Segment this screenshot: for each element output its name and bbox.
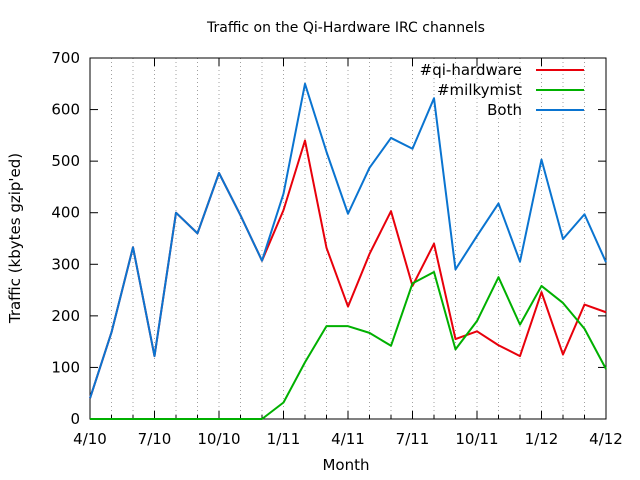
x-tick-label: 7/10 bbox=[138, 430, 172, 448]
y-tick-label: 600 bbox=[51, 101, 80, 119]
y-tick-label: 0 bbox=[70, 410, 80, 428]
x-tick-label: 4/12 bbox=[589, 430, 623, 448]
y-axis-ticks: 0 100 200 300 400 500 600 700 bbox=[51, 49, 606, 428]
legend-label: #qi-hardware bbox=[420, 61, 522, 79]
y-axis-label: Traffic (kbytes gzip'ed) bbox=[6, 153, 24, 324]
y-tick-label: 700 bbox=[51, 49, 80, 67]
legend-label: #milkymist bbox=[437, 81, 522, 99]
x-tick-label: 4/10 bbox=[73, 430, 107, 448]
vertical-gridlines bbox=[111, 58, 585, 419]
x-axis-ticks: 4/10 7/10 10/10 1/11 4/11 7/11 10/11 1/12 4/12 bbox=[73, 58, 623, 448]
series-line-milkymist bbox=[90, 271, 607, 420]
legend-label: Both bbox=[487, 101, 522, 119]
x-tick-label: 1/11 bbox=[267, 430, 301, 448]
chart-title: Traffic on the Qi-Hardware IRC channels bbox=[206, 20, 485, 36]
legend: #qi-hardware #milkymist Both bbox=[420, 61, 584, 119]
series-lines bbox=[89, 82, 607, 420]
x-tick-label: 7/11 bbox=[396, 430, 430, 448]
y-tick-label: 100 bbox=[51, 358, 80, 376]
series-line-both bbox=[89, 82, 607, 399]
x-tick-label: 10/10 bbox=[197, 430, 240, 448]
x-axis-label: Month bbox=[322, 456, 369, 474]
y-tick-label: 200 bbox=[51, 307, 80, 325]
y-tick-label: 400 bbox=[51, 204, 80, 222]
y-tick-label: 500 bbox=[51, 152, 80, 170]
y-tick-label: 300 bbox=[51, 255, 80, 273]
x-tick-label: 1/12 bbox=[525, 430, 559, 448]
x-tick-label: 4/11 bbox=[331, 430, 365, 448]
x-tick-label: 10/11 bbox=[455, 430, 498, 448]
